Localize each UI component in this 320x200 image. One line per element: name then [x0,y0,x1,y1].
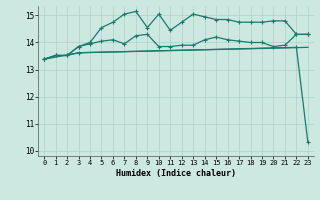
X-axis label: Humidex (Indice chaleur): Humidex (Indice chaleur) [116,169,236,178]
